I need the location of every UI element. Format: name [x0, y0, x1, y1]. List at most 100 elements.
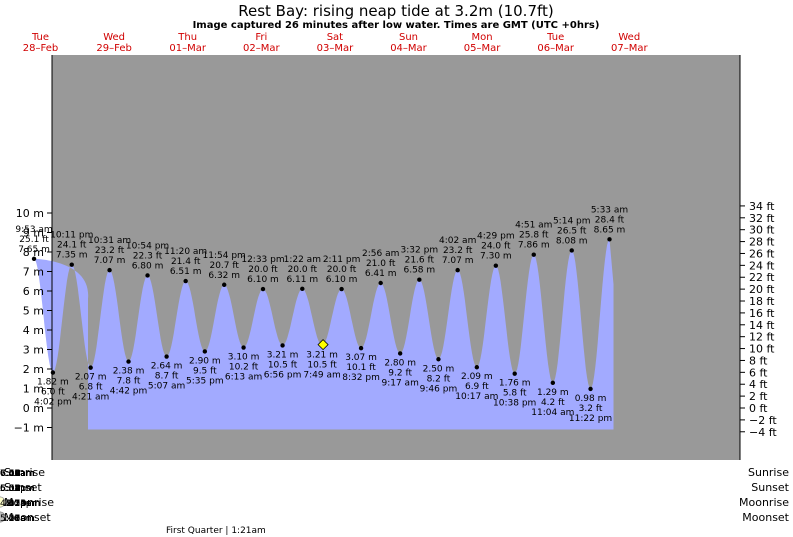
tide-point: [183, 278, 188, 284]
moonset-time: 5:26am: [0, 514, 35, 524]
tide-point-label: 2.50 m: [423, 364, 455, 374]
day-date-label: 06–Mar: [537, 43, 574, 54]
sunset-time: 5:54pm: [0, 484, 35, 494]
tide-point: [474, 365, 480, 370]
tide-point-label: 1.76 m: [499, 379, 531, 389]
tide-point-label: 6.10 m: [247, 275, 279, 285]
day-date-label: 07–Mar: [611, 43, 648, 54]
sunset-time: 6:02pm: [0, 484, 35, 494]
tide-point-label: 6:13 am: [225, 373, 262, 383]
left-tick-label: −1 m: [14, 422, 44, 435]
tide-point-label: 20.0 ft: [327, 265, 357, 275]
sunrise-time: 6:58am: [0, 469, 35, 479]
day-date-label: 02–Mar: [243, 43, 280, 54]
moon-phase-label: First Quarter | 1:21am: [166, 526, 266, 536]
tide-point-label: 5:33 am: [591, 205, 628, 215]
tide-point-label: 11:20 am: [164, 247, 207, 257]
tide-point-label: 2.09 m: [461, 372, 493, 382]
tide-point: [31, 256, 37, 262]
right-tick-label: 2 ft: [749, 390, 768, 403]
tide-point-label: 7.8 ft: [117, 377, 141, 387]
right-tick-label: 6 ft: [749, 366, 768, 379]
right-tick-label: 34 ft: [749, 200, 775, 213]
moonrise-time: 9:11am: [0, 499, 35, 509]
moonset-icon: [0, 511, 6, 523]
right-tick-label: 4 ft: [749, 378, 768, 391]
tide-point-label: 23.2 ft: [95, 246, 125, 256]
right-tick-label: 24 ft: [749, 259, 775, 272]
tide-point-label: 7.35 m: [56, 251, 88, 261]
left-tick-label: 6 m: [23, 285, 44, 298]
sunrise-time: 7:02am: [0, 469, 35, 479]
left-tick-label: 0 m: [23, 402, 44, 415]
sunset-time: 6:01pm: [0, 484, 35, 494]
tide-point: [531, 252, 536, 257]
right-tick-label: 32 ft: [749, 212, 775, 225]
tide-point-label: 4:42 pm: [110, 387, 148, 397]
tide-point-label: 7.07 m: [442, 256, 474, 266]
tide-point: [280, 343, 285, 348]
tide-point-label: 5:07 am: [148, 382, 185, 392]
moonset-time: 1:20am: [0, 514, 35, 524]
tide-point-label: 8.7 ft: [155, 372, 179, 382]
right-tick-label: 16 ft: [749, 307, 775, 320]
tide-point-label: 0.98 m: [575, 394, 607, 404]
tide-point-label: 2.38 m: [113, 367, 145, 377]
tide-point: [145, 273, 150, 278]
tide-point-label: 10:31 am: [88, 236, 131, 246]
tide-point-label: 5.8 ft: [503, 389, 527, 399]
tide-point: [397, 351, 403, 356]
tide-point: [569, 248, 574, 253]
tide-point: [550, 380, 556, 386]
sunrise-time: 7:00am: [0, 469, 35, 479]
tide-point-label: 5:35 pm: [186, 376, 224, 386]
day-date-label: 04–Mar: [390, 43, 427, 54]
moonset-time: 3:51am: [0, 514, 35, 524]
row-label-sunset-left: Sunset: [4, 481, 42, 494]
row-label-moonrise-left: Moonrise: [4, 496, 54, 509]
tide-point: [417, 277, 422, 282]
tide-point-label: 6.9 ft: [465, 382, 489, 392]
tide-point-label: 7:49 am: [303, 370, 340, 380]
current-tide-marker: [317, 339, 329, 351]
right-tick-label: 12 ft: [749, 331, 775, 344]
tide-point-label: 24.1 ft: [57, 241, 87, 251]
tide-point-label: 1:22 am: [284, 255, 321, 265]
right-tick-label: 18 ft: [749, 295, 775, 308]
day-name-label: Thu: [177, 32, 197, 43]
tide-point-label: 6:56 pm: [264, 370, 302, 380]
tide-point-label: 10:38 pm: [493, 399, 536, 409]
day-date-label: 03–Mar: [317, 43, 354, 54]
left-tick-label: 2 m: [23, 363, 44, 376]
tide-point-label: 11:54 pm: [203, 251, 246, 261]
tide-point-label: 7.65 m: [18, 245, 50, 255]
tide-point-label: 21.0 ft: [366, 259, 396, 269]
chart-subtitle: Image captured 26 minutes after low wate…: [193, 20, 600, 31]
sunrise-time: 6:47am: [0, 469, 35, 479]
left-tick-label: 8 m: [23, 246, 44, 259]
row-label-sunset-right: Sunset: [751, 481, 789, 494]
row-label-sunrise-left: Sunrise: [4, 466, 45, 479]
right-tick-label: 8 ft: [749, 354, 768, 367]
tide-point-label: 12:33 pm: [241, 255, 284, 265]
tide-point-label: 9:46 pm: [420, 384, 458, 394]
day-name-label: Sun: [399, 32, 418, 43]
tide-point: [69, 262, 74, 267]
tide-point: [164, 354, 169, 359]
right-tick-label: 28 ft: [749, 236, 775, 249]
tide-point-label: 2.64 m: [151, 362, 183, 372]
tide-point: [50, 370, 56, 375]
sun-moon-events: 7:02am7:00am6:58am6:56am6:54am6:51am6:49…: [0, 469, 40, 524]
moonrise-time: 11:23am: [0, 499, 40, 509]
day-name-label: Sat: [327, 32, 343, 43]
tide-point-label: 7.30 m: [480, 252, 512, 262]
right-tick-label: −2 ft: [749, 414, 777, 427]
row-label-sunrise-right: Sunrise: [748, 466, 789, 479]
tide-point-label: 6.8 ft: [79, 383, 103, 393]
tide-point-label: 20.0 ft: [248, 265, 278, 275]
right-tick-label: 14 ft: [749, 319, 775, 332]
tide-point: [358, 345, 364, 351]
day-date-label: 01–Mar: [169, 43, 206, 54]
tide-point-label: 1.82 m: [37, 378, 69, 388]
